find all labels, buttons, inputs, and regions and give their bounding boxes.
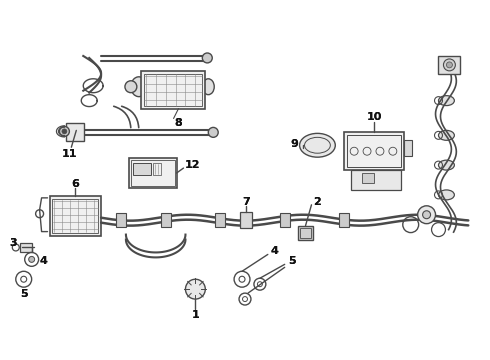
Circle shape [125,81,137,93]
Text: 11: 11 [62,149,77,159]
Bar [344,132,404,170]
Bar [66,123,84,141]
Circle shape [443,59,455,71]
Circle shape [422,211,431,219]
Text: 4: 4 [271,247,279,256]
Circle shape [446,62,452,68]
Text: 4: 4 [40,256,48,266]
Text: 10: 10 [367,112,382,122]
Bar [215,213,225,227]
Text: 5: 5 [20,289,27,299]
Text: 2: 2 [314,197,321,207]
Text: 3: 3 [9,238,17,248]
Bar [116,213,126,227]
Bar [153,163,161,175]
Ellipse shape [202,79,214,95]
Text: 12: 12 [185,160,200,170]
Text: 9: 9 [291,139,298,149]
Bar [131,160,174,186]
Bar [144,74,202,105]
Bar [20,243,32,252]
Bar [133,163,151,175]
Text: 4: 4 [271,247,279,256]
Text: 8: 8 [174,118,182,129]
Circle shape [62,129,67,134]
Text: 7: 7 [242,197,250,207]
Bar [52,199,98,233]
Bar [129,158,176,188]
Text: 5: 5 [20,289,27,299]
Ellipse shape [299,133,335,157]
Circle shape [59,126,70,136]
Text: 2: 2 [314,197,321,207]
Circle shape [202,53,212,63]
Text: 4: 4 [40,256,48,266]
Bar [339,213,349,227]
Circle shape [185,279,205,299]
Circle shape [29,256,35,262]
Text: 9: 9 [291,139,298,149]
Ellipse shape [439,130,454,140]
Ellipse shape [439,96,454,105]
Bar [439,56,460,74]
Text: 1: 1 [192,310,199,320]
Bar [362,173,374,183]
Text: 5: 5 [288,256,295,266]
Ellipse shape [439,190,454,200]
Text: 10: 10 [367,112,382,122]
Text: 6: 6 [72,179,79,189]
Circle shape [208,127,218,137]
Bar [280,213,290,227]
Bar [49,196,101,235]
Text: 11: 11 [62,149,77,159]
Bar [161,213,171,227]
Bar [347,135,401,167]
Text: 6: 6 [72,179,79,189]
Text: 12: 12 [185,160,200,170]
Bar [297,226,314,239]
Bar [240,212,252,228]
Text: 5: 5 [288,256,295,266]
Ellipse shape [439,160,454,170]
Text: 8: 8 [174,118,182,129]
Circle shape [417,206,436,224]
Text: 7: 7 [242,197,250,207]
Bar [351,170,401,190]
Text: 1: 1 [192,310,199,320]
Bar [141,71,205,109]
Ellipse shape [131,77,147,96]
Bar [404,140,412,156]
Text: 3: 3 [9,238,17,248]
Bar [299,228,312,238]
